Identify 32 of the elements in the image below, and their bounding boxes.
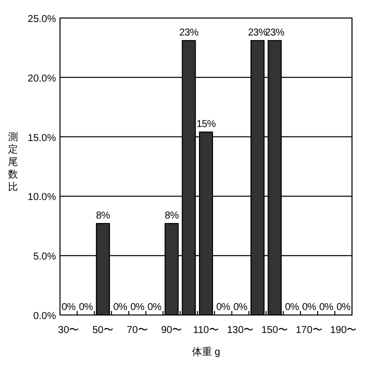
data-label: 8%: [96, 210, 110, 222]
x-tick-label: 50〜: [92, 325, 114, 336]
x-axis-title: 体重 g: [192, 346, 220, 358]
y-tick-label: 0.0%: [33, 311, 56, 322]
data-label: 8%: [164, 210, 179, 222]
data-label: 0%: [319, 302, 334, 313]
data-label: 23%: [179, 28, 199, 39]
x-tick-label: 150〜: [261, 325, 288, 336]
data-label: 0%: [336, 302, 351, 313]
x-tick-label: 190〜: [330, 325, 357, 336]
y-tick-label: 25.0%: [28, 14, 56, 25]
x-tick-label: 70〜: [126, 325, 148, 336]
y-tick-label: 15.0%: [28, 132, 56, 144]
data-label: 0%: [113, 302, 128, 313]
data-label: 0%: [284, 302, 300, 313]
data-label: 0%: [130, 302, 145, 313]
data-label: 0%: [216, 302, 231, 313]
data-label: 15%: [196, 119, 216, 130]
data-label: 0%: [62, 302, 76, 313]
y-tick-label: 10.0%: [28, 192, 56, 204]
x-tick-label: 130〜: [227, 325, 254, 336]
data-label: 0%: [233, 302, 248, 313]
y-tick-label: 5.0%: [33, 252, 56, 263]
data-label: 0%: [148, 302, 162, 313]
x-tick-label: 170〜: [296, 325, 322, 336]
y-tick-label: 20.0%: [28, 73, 56, 84]
data-label: 0%: [78, 302, 94, 313]
y-axis-title: 測定尾数比: [8, 131, 18, 193]
x-tick-label: 30〜: [58, 325, 80, 336]
data-label: 0%: [302, 302, 316, 313]
x-tick-label: 110〜: [193, 325, 219, 336]
x-tick-label: 90〜: [161, 325, 182, 336]
